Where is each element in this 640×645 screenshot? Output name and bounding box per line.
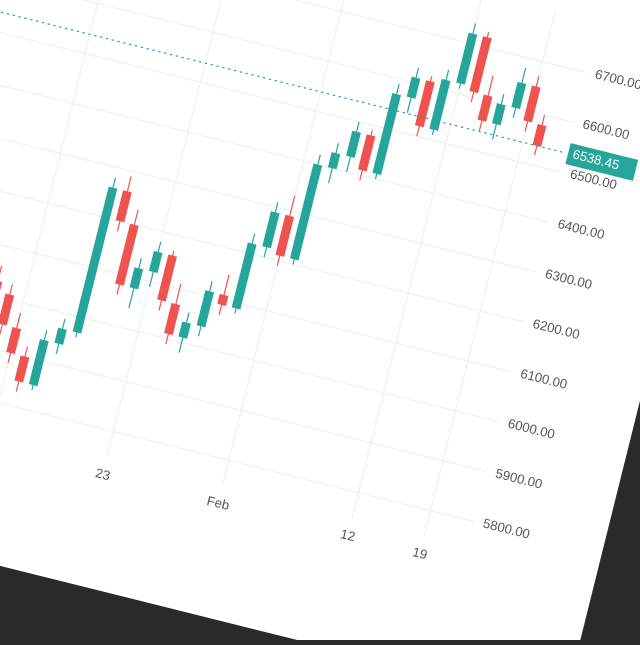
candle-body xyxy=(28,339,49,387)
candle-body xyxy=(523,85,541,123)
candle-body xyxy=(262,211,280,249)
grid-line xyxy=(0,120,537,273)
candle-body xyxy=(231,242,257,310)
grid-line xyxy=(0,70,549,223)
candle-body xyxy=(6,326,22,355)
candle-body xyxy=(289,163,323,261)
candle-body xyxy=(372,93,401,176)
grid-line xyxy=(0,320,487,473)
candle-body xyxy=(346,130,361,158)
candle-body xyxy=(129,267,144,290)
candle-body xyxy=(275,214,295,257)
candle-body xyxy=(357,134,376,172)
x-tick-label: 23 xyxy=(94,465,112,483)
candle-body xyxy=(327,152,341,170)
candle-wick xyxy=(0,265,3,302)
candle-body xyxy=(0,293,15,326)
candle-body xyxy=(115,190,132,223)
candle-body xyxy=(477,94,493,122)
candle-body xyxy=(178,321,191,339)
candle-body xyxy=(217,293,229,306)
candle-body xyxy=(72,186,118,334)
candle-body xyxy=(456,32,478,85)
candle-body xyxy=(406,76,421,99)
last-price-line xyxy=(0,1,566,154)
candle-body xyxy=(14,355,30,383)
last-price-tag xyxy=(565,143,639,181)
candle-body xyxy=(429,78,451,131)
grid-line xyxy=(0,170,524,323)
grid-line xyxy=(0,20,562,173)
x-tick-label: 19 xyxy=(411,544,429,562)
grid-line xyxy=(0,369,474,523)
candle-body xyxy=(164,303,181,336)
candle-body xyxy=(196,290,214,328)
grid-line xyxy=(0,270,499,423)
candle-body xyxy=(414,80,435,128)
x-tick-label: Feb xyxy=(205,493,231,513)
candle-body xyxy=(511,81,527,109)
candle-body xyxy=(157,254,177,302)
candle-body xyxy=(532,123,547,147)
candle-body xyxy=(491,103,506,126)
candle-body xyxy=(54,327,67,345)
grid-line xyxy=(106,0,239,457)
candle-body xyxy=(469,36,492,94)
x-tick-label: 12 xyxy=(339,526,357,544)
candle-body xyxy=(148,250,163,274)
candle-body xyxy=(115,223,139,286)
